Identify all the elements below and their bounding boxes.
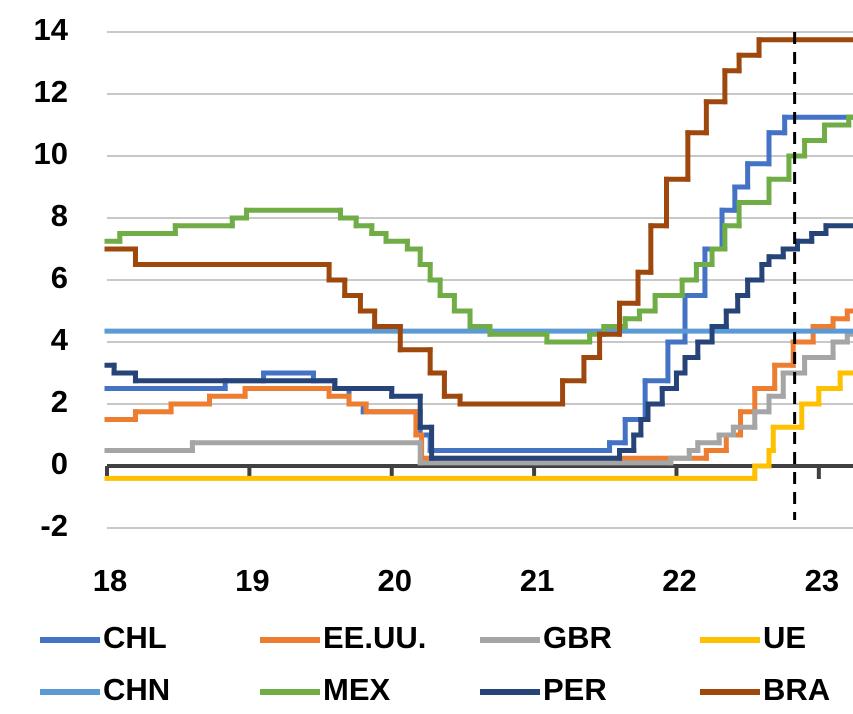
series-line xyxy=(104,114,853,345)
y-tick-label: 4 xyxy=(51,322,69,357)
x-tick-label: 23 xyxy=(805,563,839,598)
x-tick-label: 18 xyxy=(93,563,127,598)
legend-label: UE xyxy=(763,620,806,655)
x-tick-label: 21 xyxy=(520,563,554,598)
x-tick-label: 20 xyxy=(377,563,411,598)
series-line xyxy=(104,223,853,461)
legend-label: BRA xyxy=(763,672,830,707)
legend-label: MEX xyxy=(323,672,391,707)
series-line xyxy=(104,370,853,481)
series-line xyxy=(104,114,853,453)
legend-label: GBR xyxy=(543,620,612,655)
y-tick-label: 0 xyxy=(51,446,68,481)
y-tick-label: 10 xyxy=(34,136,68,171)
x-tick-label: 22 xyxy=(662,563,696,598)
series-line xyxy=(104,37,853,407)
legend-label: CHL xyxy=(103,620,167,655)
y-tick-label: 8 xyxy=(51,198,68,233)
y-tick-label: 14 xyxy=(34,12,69,47)
y-tick-label: 2 xyxy=(51,384,68,419)
legend-label: CHN xyxy=(103,672,170,707)
x-tick-label: 19 xyxy=(235,563,269,598)
y-tick-label: 12 xyxy=(34,74,68,109)
series-line xyxy=(104,331,853,466)
y-tick-label: -2 xyxy=(40,508,68,543)
legend-label: EE.UU. xyxy=(323,620,426,655)
y-tick-label: 6 xyxy=(51,260,68,295)
legend-label: PER xyxy=(543,672,607,707)
